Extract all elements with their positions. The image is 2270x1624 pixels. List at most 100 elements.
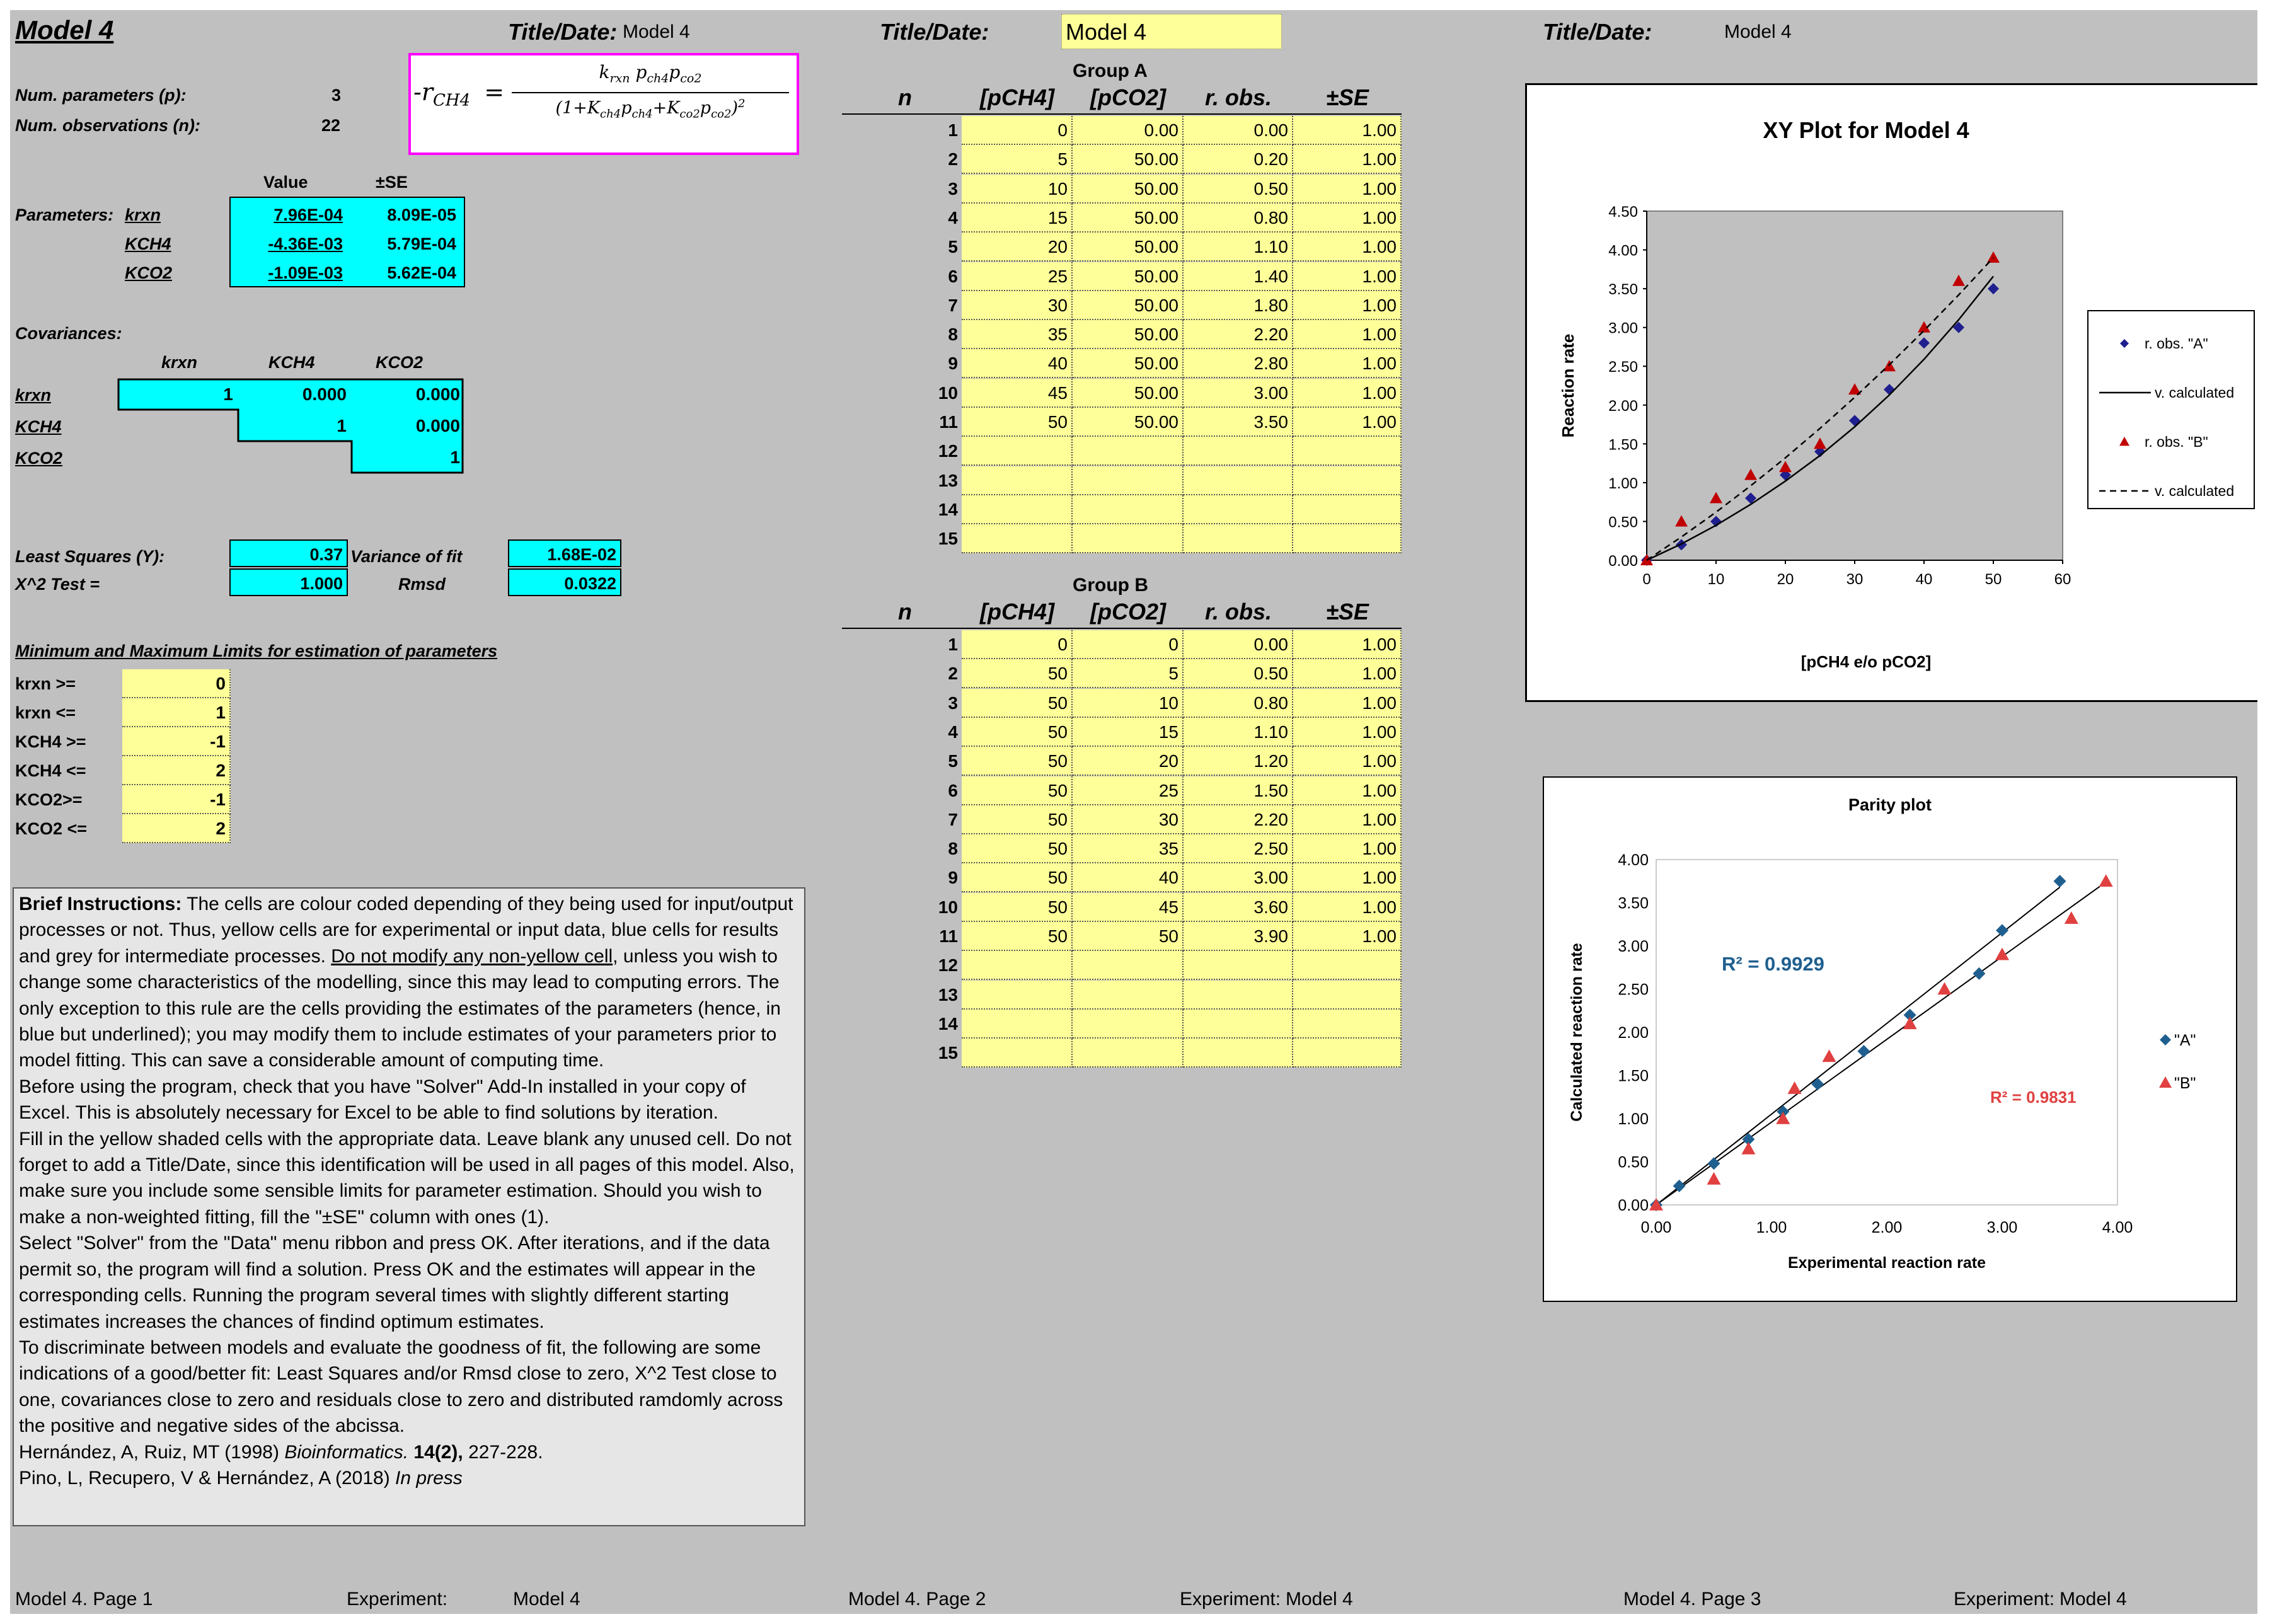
data-cell[interactable] <box>1073 466 1184 495</box>
data-cell[interactable]: 40 <box>1073 863 1184 893</box>
data-cell[interactable]: 50.00 <box>1073 378 1184 408</box>
data-cell[interactable]: 20 <box>962 233 1073 262</box>
data-cell[interactable] <box>962 980 1073 1010</box>
data-cell[interactable]: 50.00 <box>1073 174 1184 204</box>
data-cell[interactable] <box>1073 951 1184 981</box>
data-cell[interactable] <box>1184 437 1293 466</box>
data-cell[interactable]: 10 <box>962 174 1073 204</box>
data-cell[interactable]: 0.00 <box>1073 116 1184 145</box>
data-cell[interactable]: 1.10 <box>1184 233 1293 262</box>
data-cell[interactable]: 50.00 <box>1073 262 1184 291</box>
data-cell[interactable]: 5 <box>962 145 1073 175</box>
data-cell[interactable]: 50 <box>962 408 1073 437</box>
data-cell[interactable]: 2.80 <box>1184 349 1293 379</box>
data-cell[interactable]: 50 <box>962 922 1073 951</box>
data-cell[interactable]: 50 <box>962 805 1073 834</box>
data-cell[interactable]: 3.00 <box>1184 863 1293 893</box>
data-cell[interactable] <box>962 951 1073 981</box>
data-cell[interactable]: 0 <box>962 630 1073 659</box>
data-cell[interactable]: 45 <box>1073 892 1184 922</box>
data-cell[interactable]: 50 <box>962 747 1073 776</box>
data-cell[interactable] <box>962 524 1073 554</box>
data-cell[interactable] <box>1293 1039 1402 1068</box>
data-cell[interactable] <box>1184 1009 1293 1039</box>
data-cell[interactable] <box>1073 980 1184 1010</box>
num-params-value[interactable]: 3 <box>331 86 342 105</box>
data-cell[interactable]: 50 <box>962 834 1073 864</box>
data-cell[interactable]: 5 <box>1073 659 1184 689</box>
data-cell[interactable]: 1.00 <box>1293 659 1402 689</box>
num-obs-value[interactable]: 22 <box>321 116 341 135</box>
data-cell[interactable] <box>1293 524 1402 554</box>
data-cell[interactable]: 1.80 <box>1184 291 1293 320</box>
data-cell[interactable] <box>962 437 1073 466</box>
data-cell[interactable]: 2.20 <box>1184 805 1293 834</box>
data-cell[interactable]: 35 <box>1073 834 1184 864</box>
data-cell[interactable]: 50.00 <box>1073 291 1184 320</box>
param-value-kco2[interactable]: -1.09E-03 <box>268 263 343 282</box>
data-cell[interactable] <box>1184 951 1293 981</box>
data-cell[interactable] <box>1184 1039 1293 1068</box>
data-cell[interactable] <box>962 495 1073 524</box>
data-cell[interactable]: 1.00 <box>1293 892 1402 922</box>
data-cell[interactable]: 15 <box>1073 717 1184 747</box>
data-cell[interactable]: 1.00 <box>1293 320 1402 350</box>
data-cell[interactable]: 50.00 <box>1073 233 1184 262</box>
data-cell[interactable]: 1.00 <box>1293 291 1402 320</box>
limit-input[interactable]: -1 <box>122 727 231 756</box>
data-cell[interactable] <box>1073 437 1184 466</box>
data-cell[interactable]: 50.00 <box>1073 349 1184 379</box>
data-cell[interactable] <box>1184 495 1293 524</box>
data-cell[interactable]: 1.00 <box>1293 174 1402 204</box>
data-cell[interactable]: 0.20 <box>1184 145 1293 175</box>
limit-input[interactable]: 2 <box>122 814 231 843</box>
data-cell[interactable] <box>1293 495 1402 524</box>
data-cell[interactable]: 1.00 <box>1293 262 1402 291</box>
data-cell[interactable]: 30 <box>962 291 1073 320</box>
data-cell[interactable]: 1.00 <box>1293 863 1402 893</box>
data-cell[interactable]: 1.00 <box>1293 349 1402 379</box>
data-cell[interactable] <box>962 466 1073 495</box>
data-cell[interactable]: 1.50 <box>1184 776 1293 805</box>
data-cell[interactable]: 1.20 <box>1184 747 1293 776</box>
limit-input[interactable]: 1 <box>122 698 231 727</box>
data-cell[interactable]: 0.00 <box>1184 630 1293 659</box>
param-value-kch4[interactable]: -4.36E-03 <box>268 234 343 253</box>
data-cell[interactable] <box>1293 951 1402 981</box>
data-cell[interactable]: 0.50 <box>1184 659 1293 689</box>
data-cell[interactable] <box>1184 980 1293 1010</box>
data-cell[interactable]: 1.00 <box>1293 776 1402 805</box>
data-cell[interactable]: 1.00 <box>1293 630 1402 659</box>
limit-input[interactable]: -1 <box>122 785 231 814</box>
data-cell[interactable]: 50 <box>962 863 1073 893</box>
title-date-value[interactable]: Model 4 <box>623 21 690 42</box>
data-cell[interactable]: 3.90 <box>1184 922 1293 951</box>
param-value-krxn[interactable]: 7.96E-04 <box>274 205 343 224</box>
data-cell[interactable]: 1.00 <box>1293 116 1402 145</box>
data-cell[interactable]: 15 <box>962 203 1073 233</box>
data-cell[interactable]: 1.10 <box>1184 717 1293 747</box>
model-title[interactable]: Model 4 <box>15 15 114 45</box>
data-cell[interactable]: 1.00 <box>1293 145 1402 175</box>
data-cell[interactable]: 1.00 <box>1293 717 1402 747</box>
data-cell[interactable]: 0.00 <box>1184 116 1293 145</box>
data-cell[interactable]: 1.00 <box>1293 408 1402 437</box>
data-cell[interactable] <box>962 1039 1073 1068</box>
data-cell[interactable]: 50.00 <box>1073 320 1184 350</box>
limit-input[interactable]: 0 <box>122 669 231 698</box>
data-cell[interactable]: 35 <box>962 320 1073 350</box>
data-cell[interactable]: 50 <box>962 776 1073 805</box>
data-cell[interactable]: 0 <box>962 116 1073 145</box>
data-cell[interactable] <box>962 1009 1073 1039</box>
data-cell[interactable]: 1.00 <box>1293 805 1402 834</box>
data-cell[interactable] <box>1073 1039 1184 1068</box>
data-cell[interactable] <box>1184 524 1293 554</box>
data-cell[interactable] <box>1293 1009 1402 1039</box>
data-cell[interactable]: 50 <box>962 688 1073 718</box>
data-cell[interactable]: 50 <box>1073 922 1184 951</box>
data-cell[interactable]: 45 <box>962 378 1073 408</box>
data-cell[interactable]: 1.00 <box>1293 834 1402 864</box>
data-cell[interactable]: 50 <box>962 717 1073 747</box>
data-cell[interactable]: 1.00 <box>1293 922 1402 951</box>
data-cell[interactable]: 40 <box>962 349 1073 379</box>
